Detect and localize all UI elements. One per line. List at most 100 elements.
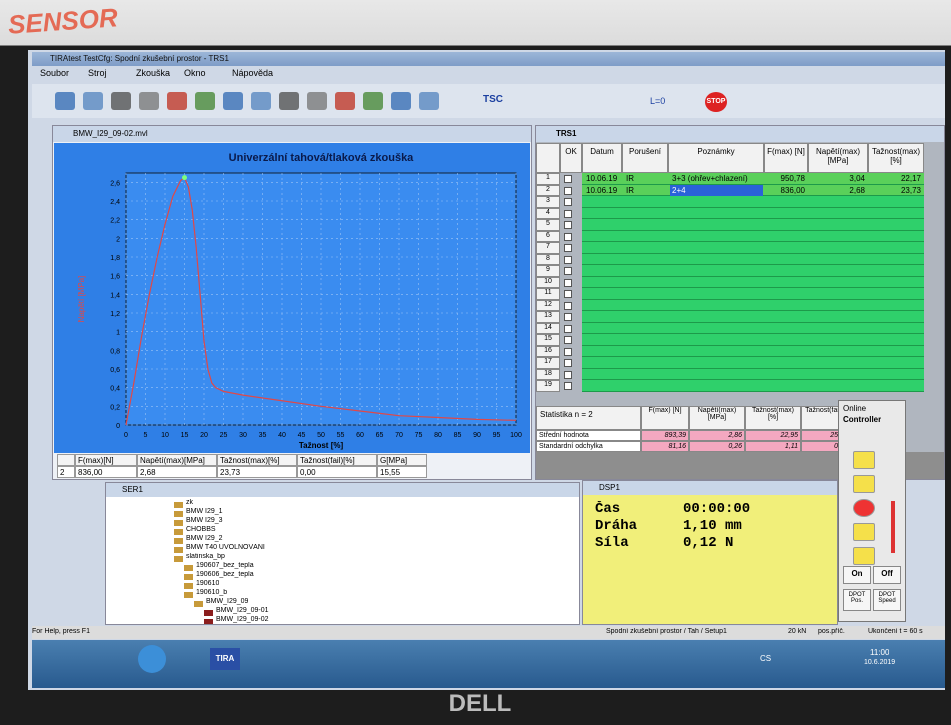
table-cell: 22,95 bbox=[745, 430, 801, 441]
tree-item[interactable]: BMW T40 UVOLŇOVÁNÍ bbox=[186, 544, 265, 551]
toolbar-icon[interactable] bbox=[139, 92, 159, 110]
checkbox[interactable] bbox=[564, 278, 572, 287]
table-header bbox=[57, 454, 75, 466]
toolbar-button[interactable]: TSC bbox=[483, 94, 503, 105]
y-tick-label: 1,6 bbox=[110, 274, 120, 281]
y-tick-label: 1,4 bbox=[110, 292, 120, 299]
table-cell: 836,00 bbox=[780, 185, 805, 195]
x-tick-label: 20 bbox=[200, 432, 208, 439]
toolbar-icon[interactable] bbox=[391, 92, 411, 110]
toolbar-icon[interactable] bbox=[419, 92, 439, 110]
x-tick-label: 90 bbox=[473, 432, 481, 439]
menu-item[interactable]: Okno bbox=[184, 68, 206, 78]
tray-date: 10.6.2019 bbox=[864, 659, 896, 666]
toolbar-icon[interactable] bbox=[55, 92, 75, 110]
checkbox[interactable] bbox=[564, 198, 572, 206]
row-fill bbox=[582, 265, 924, 277]
checkbox[interactable] bbox=[564, 267, 572, 275]
table-header: Porušení bbox=[622, 143, 668, 173]
table-header bbox=[536, 143, 560, 173]
control-button[interactable] bbox=[853, 523, 875, 541]
tree-item[interactable]: BMW_I29_09-01 bbox=[216, 607, 269, 614]
folder-icon bbox=[174, 538, 183, 544]
x-tick-label: 75 bbox=[415, 432, 423, 439]
tree-item[interactable]: 190610 bbox=[196, 580, 220, 587]
tree-item[interactable]: BMW I29_3 bbox=[186, 517, 223, 524]
tree-item[interactable]: zk bbox=[186, 499, 193, 506]
checkbox[interactable] bbox=[564, 209, 572, 218]
tree-item[interactable]: BMW_I29_09 bbox=[206, 598, 249, 605]
table-header: Datum bbox=[582, 143, 622, 173]
checkbox[interactable] bbox=[564, 221, 572, 229]
table-cell: 2,68 bbox=[849, 185, 865, 195]
status-text: 20 kN bbox=[788, 628, 807, 635]
tree-item[interactable]: CHOBBS bbox=[186, 526, 216, 533]
toolbar-icon[interactable] bbox=[83, 92, 103, 110]
control-button[interactable] bbox=[853, 451, 875, 469]
tree-item[interactable]: slatinska_bp bbox=[186, 553, 225, 560]
row-number: 13 bbox=[536, 311, 560, 323]
checkbox[interactable] bbox=[564, 336, 572, 344]
control-button[interactable] bbox=[853, 475, 875, 493]
menu-item[interactable]: Stroj bbox=[88, 68, 107, 78]
checkbox[interactable] bbox=[564, 347, 572, 356]
checkbox[interactable] bbox=[564, 324, 572, 333]
menu-item[interactable]: Nápověda bbox=[232, 68, 274, 78]
tree-item[interactable]: 190606_bez_tepla bbox=[196, 571, 254, 578]
checkbox[interactable] bbox=[564, 313, 572, 321]
table-cell: 25, bbox=[801, 430, 843, 441]
tree-item[interactable]: BMW_I29_09-02 bbox=[216, 616, 269, 623]
toolbar-icon[interactable] bbox=[363, 92, 383, 110]
checkbox[interactable] bbox=[564, 301, 572, 310]
toolbar-icon[interactable] bbox=[223, 92, 243, 110]
tree-item[interactable]: 190610_b bbox=[196, 589, 228, 596]
row-fill bbox=[582, 334, 924, 346]
row-number: 6 bbox=[536, 230, 560, 242]
task-app[interactable]: TIRA bbox=[210, 648, 240, 670]
y-tick-label: 0,2 bbox=[110, 404, 120, 411]
row-fill bbox=[582, 322, 924, 334]
toolbar-icon[interactable] bbox=[279, 92, 299, 110]
x-tick-label: 95 bbox=[493, 432, 501, 439]
table-cell: 2 bbox=[57, 466, 75, 478]
checkbox[interactable] bbox=[564, 244, 572, 252]
row-number: 15 bbox=[536, 334, 560, 346]
control-button[interactable]: DPOT Speed bbox=[873, 589, 901, 611]
chart: Univerzální tahová/tlaková zkouška 0 0,2 0,… bbox=[54, 143, 530, 453]
menu-item[interactable]: Soubor bbox=[40, 68, 70, 78]
graph-window: BMW_I29_09-02.mvl Univerzální tahová/tlak… bbox=[52, 125, 532, 480]
toolbar-icon[interactable] bbox=[335, 92, 355, 110]
start-button[interactable] bbox=[138, 645, 166, 673]
toolbar-icon[interactable] bbox=[307, 92, 327, 110]
control-button[interactable] bbox=[853, 499, 875, 517]
checkbox[interactable] bbox=[564, 370, 572, 379]
toolbar-icon[interactable] bbox=[167, 92, 187, 110]
toolbar-icon[interactable] bbox=[251, 92, 271, 110]
checkbox[interactable] bbox=[564, 175, 572, 183]
control-button[interactable]: On bbox=[843, 566, 871, 584]
tree-item[interactable]: BMW I29_2 bbox=[186, 535, 223, 542]
checkbox[interactable] bbox=[564, 290, 572, 298]
toolbar-icon[interactable] bbox=[111, 92, 131, 110]
checkbox[interactable] bbox=[564, 232, 572, 241]
toolbar-button[interactable]: L=0 bbox=[650, 96, 666, 106]
control-button[interactable] bbox=[853, 547, 875, 565]
table-cell: 10.06.19 bbox=[586, 185, 618, 195]
control-button[interactable]: Off bbox=[873, 566, 901, 584]
menu-item[interactable]: Zkouška bbox=[136, 68, 171, 78]
checkbox[interactable] bbox=[564, 255, 572, 264]
brand-logo: DELL bbox=[448, 690, 512, 717]
checkbox[interactable] bbox=[564, 359, 572, 367]
x-tick-label: 25 bbox=[220, 432, 228, 439]
row-fill bbox=[582, 276, 924, 288]
folder-icon bbox=[184, 574, 193, 580]
toolbar-icon[interactable] bbox=[195, 92, 215, 110]
toolbar-button[interactable]: STOP bbox=[705, 92, 727, 112]
tree-item[interactable]: 190607_bez_tepla bbox=[196, 562, 254, 569]
checkbox[interactable] bbox=[564, 186, 572, 195]
control-button[interactable]: DPOT Pos. bbox=[843, 589, 871, 611]
checkbox[interactable] bbox=[564, 382, 572, 390]
x-tick-label: 5 bbox=[144, 432, 148, 439]
x-tick-label: 0 bbox=[124, 432, 128, 439]
tree-item[interactable]: BMW I29_1 bbox=[186, 508, 223, 515]
